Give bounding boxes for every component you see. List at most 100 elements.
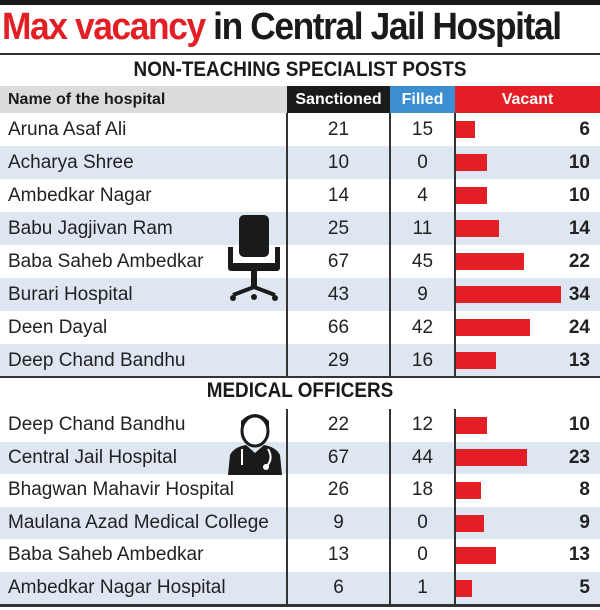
hospital-name: Maulana Azad Medical College: [8, 511, 269, 533]
hospital-name: Ambedkar Nagar Hospital: [8, 577, 226, 598]
sanctioned-value: 14: [327, 185, 350, 206]
hospital-name: Acharya Shree: [8, 152, 134, 173]
hospital-name: Ambedkar Nagar: [8, 185, 152, 206]
vacant-bar: [456, 319, 531, 336]
vacant-value: 23: [568, 446, 590, 468]
filled-value: 0: [417, 544, 428, 566]
header-name: Name of the hospital: [0, 86, 287, 113]
vacant-bar: [456, 352, 497, 369]
vacant-bar: [456, 286, 562, 303]
vacant-value: 10: [568, 152, 590, 173]
section-title: MEDICAL OFFICERS: [206, 379, 394, 402]
hospital-name: Deep Chand Bandhu: [8, 350, 186, 371]
sanctioned-value: 21: [327, 119, 350, 140]
sanctioned-value: 66: [327, 317, 350, 338]
filled-value: 42: [411, 317, 434, 338]
divider: [0, 376, 600, 378]
sanctioned-value: 6: [333, 577, 344, 598]
filled-value: 1: [417, 577, 428, 598]
filled-value: 44: [411, 446, 434, 468]
office-chair-icon: [228, 215, 280, 301]
vacant-value: 34: [568, 284, 590, 305]
vacant-bar: [456, 481, 481, 499]
vacant-bar: [456, 449, 528, 467]
header-sanctioned: Sanctioned: [287, 86, 390, 113]
table-row: Maulana Azad Medical College 9 0 9: [0, 506, 600, 540]
vacant-value: 24: [568, 317, 590, 338]
table-row: Ambedkar Nagar Hospital 6 1 5: [0, 572, 600, 605]
filled-value: 16: [411, 350, 434, 371]
table-row: Deep Chand Bandhu 22 12 10: [0, 409, 600, 442]
vacant-value: 10: [568, 185, 590, 206]
sanctioned-value: 43: [327, 284, 350, 305]
hospital-name: Aruna Asaf Ali: [8, 119, 127, 140]
sanctioned-value: 29: [327, 350, 350, 371]
vacant-value: 13: [568, 544, 590, 566]
hospital-name: Bhagwan Mahavir Hospital: [8, 479, 235, 501]
sanctioned-value: 26: [327, 479, 350, 501]
vacant-bar: [456, 514, 484, 532]
vacant-value: 10: [568, 414, 590, 435]
vacant-bar: [456, 187, 487, 204]
filled-value: 45: [411, 251, 434, 272]
table-row: Ambedkar Nagar 14 4 10: [0, 179, 600, 212]
table-row: Baba Saheb Ambedkar 67 45 22: [0, 245, 600, 278]
table-row: Babu Jagjivan Ram 25 11 14: [0, 212, 600, 245]
vacant-value: 14: [568, 218, 590, 239]
hospital-name: Central Jail Hospital: [8, 446, 177, 468]
section-title: NON-TEACHING SPECIALIST POSTS: [133, 58, 467, 81]
filled-value: 9: [417, 284, 428, 305]
top-bar: [0, 0, 600, 5]
table-row: Deep Chand Bandhu 29 16 13: [0, 344, 600, 377]
table-row: Burari Hospital 43 9 34: [0, 278, 600, 311]
sanctioned-value: 22: [327, 414, 350, 435]
vacant-value: 22: [568, 251, 590, 272]
sanctioned-value: 13: [327, 544, 350, 566]
sanctioned-value: 25: [327, 218, 350, 239]
table-row: Aruna Asaf Ali 21 15 6: [0, 113, 600, 146]
header-filled: Filled: [390, 86, 455, 113]
vacant-bar: [456, 121, 475, 138]
vacant-bar: [456, 547, 497, 565]
hospital-name: Babu Jagjivan Ram: [8, 218, 173, 239]
divider: [0, 53, 600, 55]
sanctioned-value: 9: [333, 511, 344, 533]
vacant-bar: [456, 416, 487, 434]
filled-value: 12: [411, 414, 434, 435]
table-row: Baba Saheb Ambedkar 13 0 13: [0, 539, 600, 572]
vacant-value: 6: [579, 119, 590, 140]
filled-value: 18: [411, 479, 434, 501]
hospital-name: Baba Saheb Ambedkar: [8, 251, 204, 272]
hospital-name: Deep Chand Bandhu: [8, 414, 186, 435]
divider: [286, 113, 288, 377]
vacant-value: 13: [568, 350, 590, 371]
page-title: Max vacancy in Central Jail Hospital: [2, 6, 562, 49]
header-vacant: Vacant: [455, 86, 600, 113]
vacant-bar: [456, 154, 487, 171]
vacant-bar: [456, 253, 525, 270]
hospital-name: Burari Hospital: [8, 284, 133, 305]
title-rest: in Central Jail Hospital: [213, 6, 562, 48]
sanctioned-value: 67: [327, 251, 350, 272]
doctor-icon: [228, 414, 282, 475]
table-row: Central Jail Hospital 67 44 23: [0, 441, 600, 475]
sanctioned-value: 67: [327, 446, 350, 468]
title-highlight: Max vacancy: [2, 6, 206, 48]
divider: [389, 409, 391, 605]
filled-value: 0: [417, 511, 428, 533]
divider: [454, 113, 456, 377]
vacant-bar: [456, 579, 472, 597]
hospital-name: Deen Dayal: [8, 317, 108, 338]
table-row: Bhagwan Mahavir Hospital 26 18 8: [0, 474, 600, 507]
filled-value: 15: [411, 119, 434, 140]
vacant-value: 5: [579, 577, 590, 598]
divider: [0, 604, 600, 607]
filled-value: 11: [412, 218, 433, 239]
filled-value: 4: [417, 185, 428, 206]
divider: [389, 113, 391, 377]
vacant-value: 8: [579, 479, 590, 501]
table-row: Deen Dayal 66 42 24: [0, 311, 600, 344]
divider: [454, 409, 456, 605]
sanctioned-value: 10: [327, 152, 350, 173]
filled-value: 0: [417, 152, 428, 173]
